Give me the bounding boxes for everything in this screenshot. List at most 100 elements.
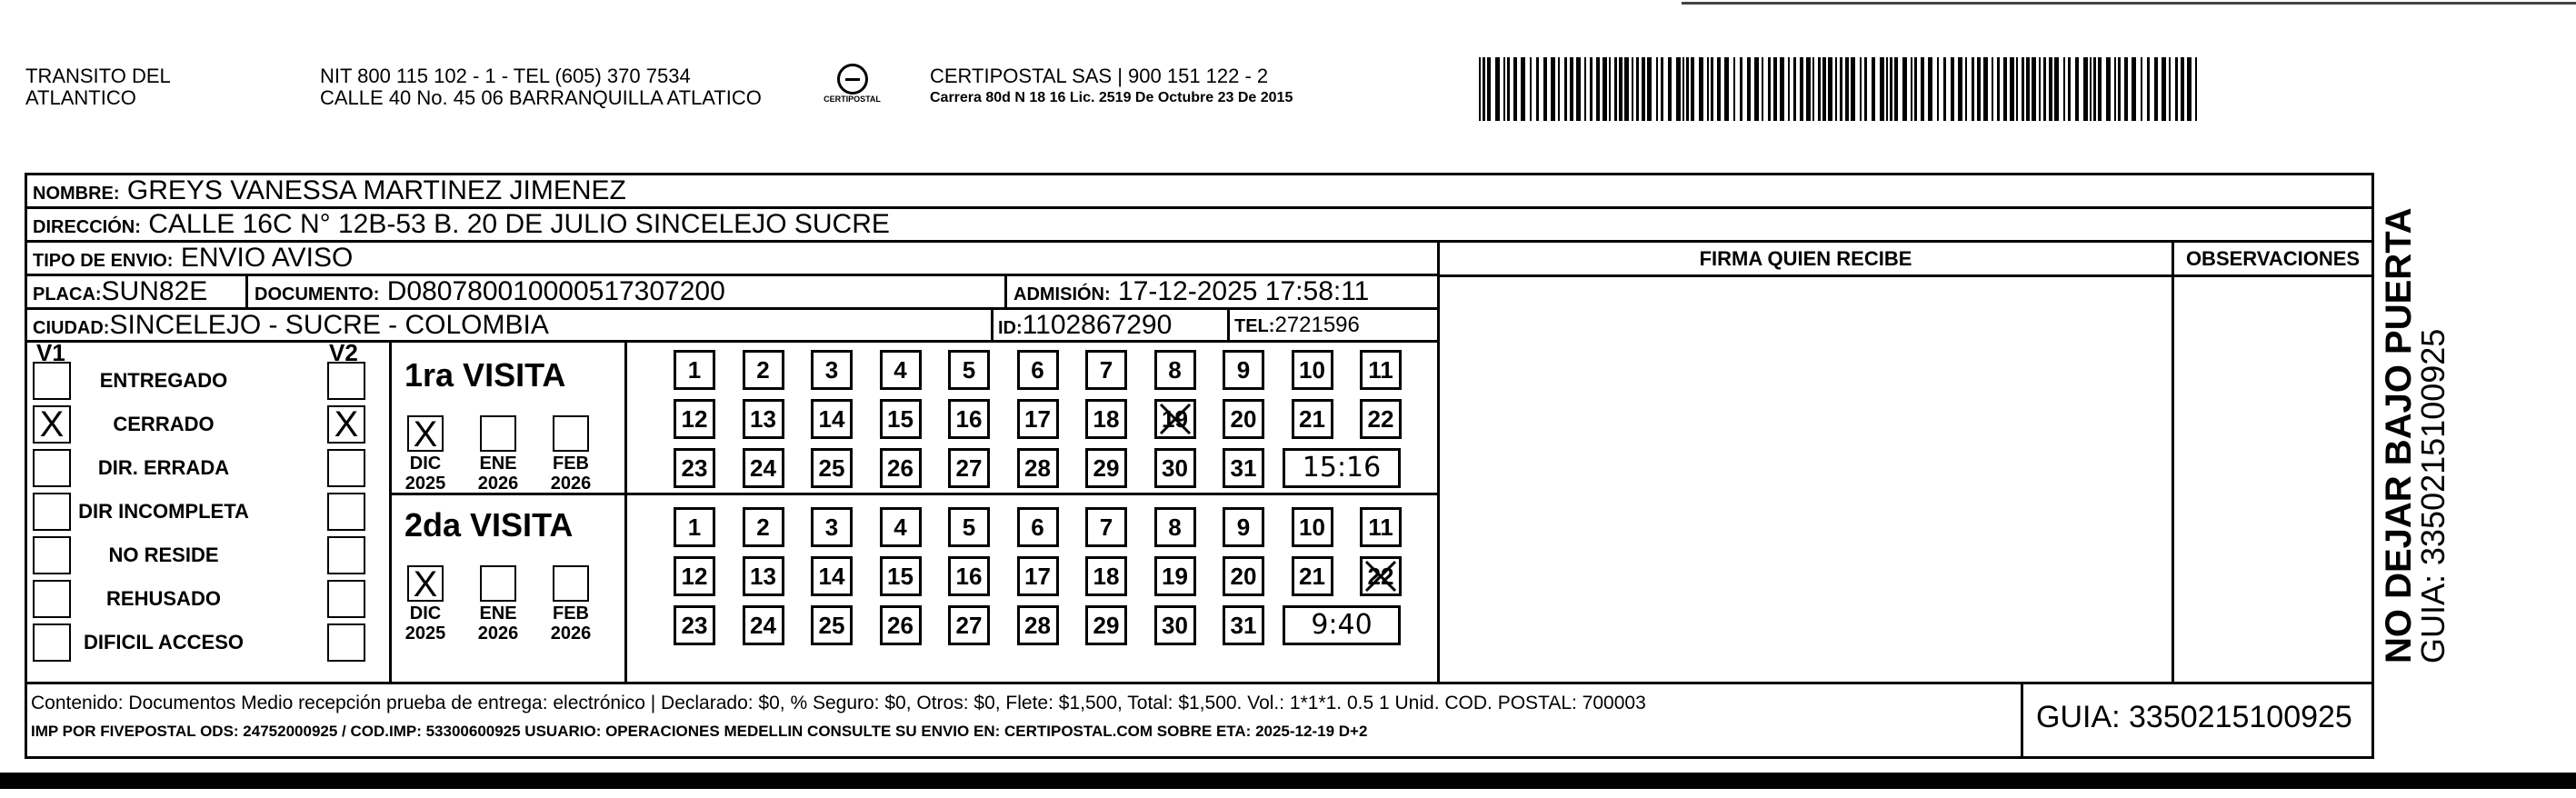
v1-checkbox[interactable] [33, 493, 71, 531]
v1-checkbox[interactable] [33, 362, 71, 400]
tipo-label: TIPO DE ENVIO: [33, 251, 174, 271]
v2-checkbox[interactable] [327, 362, 365, 400]
day-box-28[interactable]: 28 [1016, 448, 1059, 488]
v2-checkbox[interactable] [327, 493, 365, 531]
day-box-10[interactable]: 10 [1291, 350, 1333, 390]
day-box-26[interactable]: 26 [879, 448, 922, 488]
barcode-bar [1997, 57, 2000, 121]
day-box-17[interactable]: 17 [1016, 399, 1059, 439]
day-box-21[interactable]: 21 [1291, 556, 1333, 596]
v2-checkbox[interactable] [327, 623, 365, 662]
day-box-19[interactable]: 19 [1153, 399, 1196, 439]
day-box-3[interactable]: 3 [811, 507, 853, 547]
day-box-7[interactable]: 7 [1085, 507, 1127, 547]
day-box-20[interactable]: 20 [1223, 399, 1264, 439]
month-name: FEB [553, 454, 589, 474]
day-box-1[interactable]: 1 [674, 350, 715, 390]
day-box-12[interactable]: 12 [674, 556, 715, 596]
month-checkbox[interactable] [480, 565, 516, 602]
divider [2021, 682, 2023, 759]
month-label: ENE 2026 [471, 603, 525, 643]
day-box-4[interactable]: 4 [879, 350, 922, 390]
day-box-14[interactable]: 14 [811, 399, 853, 439]
id-label: ID: [998, 318, 1023, 338]
day-box-29[interactable]: 29 [1085, 448, 1127, 488]
month-checkbox[interactable]: X [407, 565, 444, 603]
day-box-30[interactable]: 30 [1153, 605, 1196, 645]
month-checkbox[interactable]: X [407, 415, 444, 453]
day-box-30[interactable]: 30 [1153, 448, 1196, 488]
day-box-20[interactable]: 20 [1223, 556, 1264, 596]
day-box-27[interactable]: 27 [948, 448, 990, 488]
day-box-16[interactable]: 16 [948, 556, 990, 596]
barcode-bar [1584, 57, 1586, 121]
day-box-2[interactable]: 2 [742, 350, 784, 390]
day-box-11[interactable]: 11 [1360, 350, 1402, 390]
day-box-15[interactable]: 15 [879, 556, 922, 596]
visit-time[interactable]: 15:16 [1283, 448, 1401, 488]
month-checkbox[interactable] [480, 415, 516, 452]
barcode-bar [1551, 57, 1555, 121]
day-box-14[interactable]: 14 [811, 556, 853, 596]
day-box-12[interactable]: 12 [674, 399, 715, 439]
day-box-9[interactable]: 9 [1223, 350, 1264, 390]
day-box-10[interactable]: 10 [1291, 507, 1333, 547]
day-box-6[interactable]: 6 [1016, 507, 1059, 547]
day-box-18[interactable]: 18 [1085, 556, 1127, 596]
day-box-22[interactable]: 22 [1360, 556, 1402, 596]
v2-checkbox[interactable]: X [327, 405, 365, 444]
barcode-bar [1711, 57, 1713, 121]
day-box-23[interactable]: 23 [674, 448, 715, 488]
day-box-31[interactable]: 31 [1223, 448, 1264, 488]
day-box-15[interactable]: 15 [879, 399, 922, 439]
day-box-22[interactable]: 22 [1360, 399, 1402, 439]
day-box-23[interactable]: 23 [674, 605, 715, 645]
v1-checkbox[interactable] [33, 580, 71, 618]
day-box-19[interactable]: 19 [1153, 556, 1196, 596]
barcode-bar [2026, 57, 2030, 121]
v2-checkbox[interactable] [327, 580, 365, 618]
day-box-27[interactable]: 27 [948, 605, 990, 645]
day-box-8[interactable]: 8 [1153, 507, 1196, 547]
v1-checkbox[interactable] [33, 623, 71, 662]
barcode-bar [2106, 57, 2111, 121]
day-box-9[interactable]: 9 [1223, 507, 1264, 547]
signature-area[interactable] [1440, 277, 2172, 682]
v1-checkbox[interactable] [33, 536, 71, 574]
day-box-24[interactable]: 24 [742, 605, 784, 645]
day-box-25[interactable]: 25 [811, 448, 853, 488]
day-box-21[interactable]: 21 [1291, 399, 1333, 439]
day-box-29[interactable]: 29 [1085, 605, 1127, 645]
observations-area[interactable] [2174, 277, 2371, 682]
day-box-1[interactable]: 1 [674, 507, 715, 547]
barcode-bar [1576, 57, 1581, 121]
day-box-5[interactable]: 5 [948, 507, 990, 547]
day-box-24[interactable]: 24 [742, 448, 784, 488]
day-box-26[interactable]: 26 [879, 605, 922, 645]
day-box-11[interactable]: 11 [1360, 507, 1402, 547]
day-box-6[interactable]: 6 [1016, 350, 1059, 390]
month-checkbox[interactable] [553, 565, 589, 602]
day-box-4[interactable]: 4 [879, 507, 922, 547]
day-box-13[interactable]: 13 [742, 399, 784, 439]
v2-checkbox[interactable] [327, 449, 365, 487]
v2-checkbox[interactable] [327, 536, 365, 574]
day-box-31[interactable]: 31 [1223, 605, 1264, 645]
day-box-5[interactable]: 5 [948, 350, 990, 390]
day-box-18[interactable]: 18 [1085, 399, 1127, 439]
day-box-2[interactable]: 2 [742, 507, 784, 547]
bottom-bar [0, 773, 2576, 789]
v1-checkbox[interactable]: X [33, 405, 71, 444]
day-box-8[interactable]: 8 [1153, 350, 1196, 390]
v1-checkbox[interactable] [33, 449, 71, 487]
v2-label: V2 [329, 339, 358, 366]
day-box-25[interactable]: 25 [811, 605, 853, 645]
day-box-13[interactable]: 13 [742, 556, 784, 596]
day-box-16[interactable]: 16 [948, 399, 990, 439]
month-checkbox[interactable] [553, 415, 589, 452]
day-box-7[interactable]: 7 [1085, 350, 1127, 390]
day-box-3[interactable]: 3 [811, 350, 853, 390]
day-box-28[interactable]: 28 [1016, 605, 1059, 645]
visit-time[interactable]: 9:40 [1283, 605, 1401, 645]
day-box-17[interactable]: 17 [1016, 556, 1059, 596]
